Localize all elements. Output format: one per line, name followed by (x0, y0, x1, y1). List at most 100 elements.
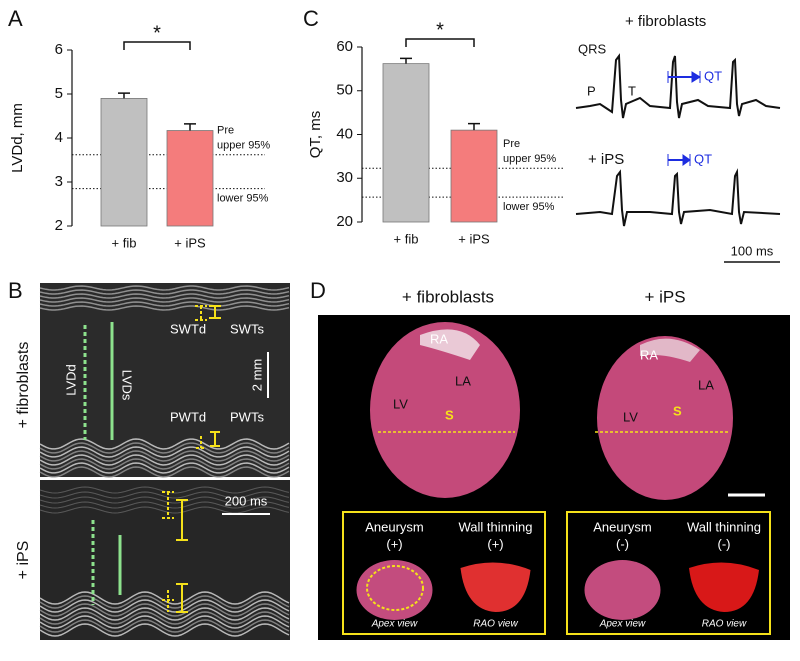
significance-label: * (436, 19, 444, 41)
wall-marker (162, 491, 174, 612)
x-tick-label: + iPS (458, 231, 490, 246)
mmode-label: LVDd (63, 364, 78, 396)
ecg-label: T (628, 83, 636, 98)
inset-title: Aneurysm (593, 519, 652, 534)
reference-label: lower 95% (217, 193, 269, 205)
ecg-trace (575, 168, 781, 227)
texture-line (39, 611, 290, 625)
group-label: + iPS (15, 541, 32, 580)
heart (597, 336, 733, 500)
texture-line (39, 496, 290, 504)
texture-line (39, 458, 290, 470)
texture-line (39, 297, 290, 303)
inset-title: Wall thinning (687, 519, 761, 534)
error-bar (184, 123, 196, 131)
wall-marker (195, 305, 207, 449)
y-tick-label: 60 (336, 38, 353, 55)
inset-frame (342, 511, 546, 635)
wall-marker (209, 305, 221, 447)
heart-label: LA (455, 373, 471, 388)
mmode-label: PWTs (230, 409, 264, 424)
panel-letter: C (303, 6, 319, 31)
texture-line (39, 446, 290, 458)
texture-line (39, 462, 290, 474)
inset-sign: (+) (386, 536, 402, 551)
texture-line (39, 305, 290, 311)
ecg-label: QRS (578, 41, 607, 56)
atrium (640, 338, 700, 362)
texture-line (39, 442, 290, 454)
y-tick-label: 20 (336, 213, 353, 230)
error-bar (468, 122, 480, 131)
x-tick-label: + fib (394, 231, 419, 246)
mmode-label: SWTd (170, 321, 206, 336)
hearts-panel: D + fibroblasts + iPS RA LA LV S RA LA L… (310, 278, 790, 640)
panel-letter: B (8, 278, 23, 303)
y-tick-label: 5 (55, 85, 63, 102)
heart-label: LA (698, 377, 714, 392)
y-tick-label: 50 (336, 82, 353, 99)
texture-line (39, 615, 290, 629)
significance-label: * (153, 22, 161, 44)
texture-line (39, 603, 290, 617)
qt-arrowhead (667, 154, 691, 166)
inset-title: Wall thinning (459, 519, 533, 534)
reference-label: Pre (217, 125, 234, 137)
reference-label: upper 95% (217, 140, 270, 152)
reference-label: upper 95% (503, 153, 556, 165)
mmode-panel: B + fibroblasts + iPS LVDd LVDs SWTd SWT… (8, 278, 290, 640)
inset-frame (566, 511, 771, 635)
y-tick-label: 4 (55, 129, 63, 146)
charts: A LVDd, mm 2 3 4 5 6 Pre upper 95% lower 95% + fib… (8, 6, 565, 250)
texture-line (39, 491, 290, 499)
qt-label: QT (694, 151, 712, 166)
texture-line (39, 450, 290, 462)
heart-title: + fibroblasts (402, 287, 494, 306)
error-bar (118, 92, 130, 99)
y-tick-label: 30 (336, 169, 353, 186)
bar (166, 130, 214, 227)
heart-label: LV (623, 409, 638, 424)
texture-line (39, 438, 290, 450)
error-bar (400, 57, 412, 64)
inset-view: RAO view (702, 619, 747, 630)
y-axis-label: LVDd, mm (9, 103, 26, 173)
ecg-title: + fibroblasts (625, 13, 706, 30)
texture-line (39, 466, 290, 478)
reference-label: lower 95% (503, 201, 555, 213)
significance-bracket (405, 38, 475, 47)
inset-view: Apex view (599, 619, 646, 630)
heart-label: RA (640, 347, 658, 362)
significance-bracket (123, 41, 191, 50)
insets: Aneurysm (+) Apex view Wall thinning (+) RAO … (342, 511, 771, 635)
texture-line (39, 285, 290, 291)
y-tick-label: 2 (55, 217, 63, 234)
y-tick-label: 40 (336, 125, 353, 142)
qt-label: QT (704, 68, 722, 83)
ecg-label: P (587, 83, 596, 98)
scale-label: 2 mm (249, 359, 264, 392)
texture-line (39, 289, 290, 295)
heart-title: + iPS (644, 287, 685, 306)
ecg-panel: + fibroblasts QRS P T QT + iPS QT 100 ms (575, 13, 781, 263)
wall-marker (176, 499, 188, 613)
texture-line (39, 301, 290, 307)
group-label: + fibroblasts (15, 342, 32, 429)
heart-label: RA (430, 331, 448, 346)
bar (382, 63, 430, 223)
ecg-title: + iPS (588, 151, 624, 168)
texture-line (39, 454, 290, 466)
inset-photo (689, 562, 759, 612)
y-tick-label: 3 (55, 173, 63, 190)
heart (370, 322, 520, 498)
texture-line (39, 619, 290, 633)
mmode-texture (39, 285, 290, 637)
texture-line (39, 501, 290, 509)
texture-line (39, 623, 290, 637)
aneurysm-outline (366, 565, 424, 611)
mmode-label: PWTd (170, 409, 206, 424)
reference-label: Pre (503, 138, 520, 150)
y-axis-label: QT, ms (307, 111, 324, 159)
inset-sign: (+) (487, 536, 503, 551)
